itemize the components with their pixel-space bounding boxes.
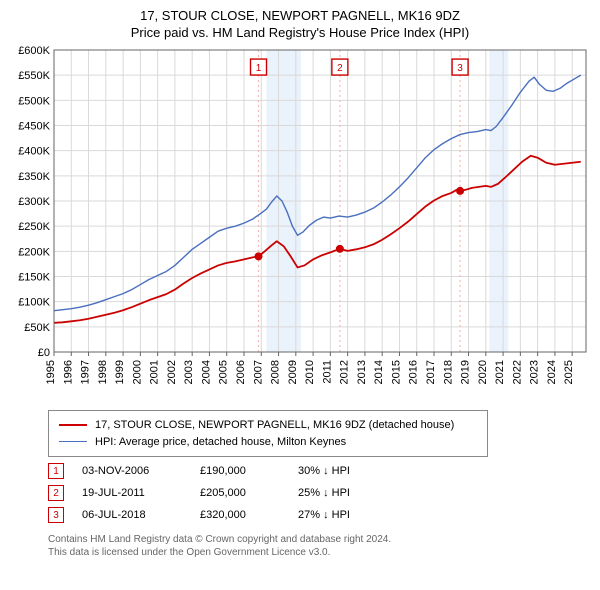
legend-row-hpi: HPI: Average price, detached house, Milt… [59,434,477,451]
chart-area: £0 £50K £100K £150K £200K £250K £300K £350K £400… [8,44,592,404]
svg-text:2025: 2025 [563,360,575,384]
svg-text:£100K: £100K [18,297,50,309]
svg-text:£500K: £500K [18,95,50,107]
svg-text:2008: 2008 [270,360,282,384]
footnote-line1: Contains HM Land Registry data © Crown c… [48,533,592,546]
sale-row: 1 03-NOV-2006 £190,000 30% ↓ HPI [48,463,592,479]
chart-titles: 17, STOUR CLOSE, NEWPORT PAGNELL, MK16 9… [8,8,592,40]
svg-text:2022: 2022 [511,360,523,384]
svg-text:3: 3 [457,63,463,74]
sale-marker-icon: 2 [48,485,64,501]
svg-text:2014: 2014 [373,360,385,384]
legend-row-price-paid: 17, STOUR CLOSE, NEWPORT PAGNELL, MK16 9… [59,417,477,434]
svg-text:£450K: £450K [18,121,50,133]
svg-text:1999: 1999 [114,360,126,384]
svg-text:£50K: £50K [24,322,50,334]
footnote-line2: This data is licensed under the Open Gov… [48,546,592,559]
svg-text:1997: 1997 [80,360,92,384]
svg-text:2012: 2012 [339,360,351,384]
svg-text:2015: 2015 [390,360,402,384]
svg-text:1995: 1995 [45,360,57,384]
svg-text:2020: 2020 [477,360,489,384]
svg-text:2023: 2023 [529,360,541,384]
svg-text:2003: 2003 [183,360,195,384]
svg-text:2010: 2010 [304,360,316,384]
svg-text:2016: 2016 [408,360,420,384]
svg-text:2000: 2000 [131,360,143,384]
svg-text:2004: 2004 [200,360,212,384]
svg-text:2017: 2017 [425,360,437,384]
svg-text:£600K: £600K [18,45,50,57]
sale-date: 03-NOV-2006 [82,465,182,477]
svg-text:2018: 2018 [442,360,454,384]
svg-text:1: 1 [256,63,262,74]
legend-label-price-paid: 17, STOUR CLOSE, NEWPORT PAGNELL, MK16 9… [95,417,454,434]
sale-row: 2 19-JUL-2011 £205,000 25% ↓ HPI [48,485,592,501]
legend-swatch-blue [59,441,87,442]
footnote: Contains HM Land Registry data © Crown c… [48,533,592,559]
sale-price: £320,000 [200,509,280,521]
legend-label-hpi: HPI: Average price, detached house, Milt… [95,434,346,451]
svg-text:1998: 1998 [97,360,109,384]
sale-row: 3 06-JUL-2018 £320,000 27% ↓ HPI [48,507,592,523]
chart-svg: £0 £50K £100K £150K £200K £250K £300K £350K £400… [8,44,592,404]
sale-delta: 25% ↓ HPI [298,487,398,499]
svg-text:2019: 2019 [460,360,472,384]
sale-price: £190,000 [200,465,280,477]
legend-swatch-red [59,424,87,426]
svg-text:£0: £0 [38,347,50,359]
sale-date: 06-JUL-2018 [82,509,182,521]
svg-text:2021: 2021 [494,360,506,384]
svg-text:2011: 2011 [321,360,333,384]
svg-text:2002: 2002 [166,360,178,384]
title-subtitle: Price paid vs. HM Land Registry's House … [8,25,592,40]
title-address: 17, STOUR CLOSE, NEWPORT PAGNELL, MK16 9… [8,8,592,23]
svg-text:2024: 2024 [546,360,558,384]
sales-table: 1 03-NOV-2006 £190,000 30% ↓ HPI 2 19-JU… [48,463,592,523]
svg-text:£250K: £250K [18,221,50,233]
legend: 17, STOUR CLOSE, NEWPORT PAGNELL, MK16 9… [48,410,488,457]
svg-text:2006: 2006 [235,360,247,384]
svg-text:2001: 2001 [149,360,161,384]
sale-date: 19-JUL-2011 [82,487,182,499]
sale-delta: 30% ↓ HPI [298,465,398,477]
svg-text:£300K: £300K [18,196,50,208]
svg-text:2009: 2009 [287,360,299,384]
svg-text:£150K: £150K [18,272,50,284]
sale-marker-icon: 1 [48,463,64,479]
svg-text:£350K: £350K [18,171,50,183]
svg-text:1996: 1996 [62,360,74,384]
svg-text:£200K: £200K [18,246,50,258]
svg-text:2005: 2005 [218,360,230,384]
svg-text:£550K: £550K [18,70,50,82]
sale-marker-icon: 3 [48,507,64,523]
svg-text:2007: 2007 [252,360,264,384]
svg-text:2: 2 [337,63,343,74]
sale-delta: 27% ↓ HPI [298,509,398,521]
svg-text:2013: 2013 [356,360,368,384]
svg-text:£400K: £400K [18,146,50,158]
sale-price: £205,000 [200,487,280,499]
